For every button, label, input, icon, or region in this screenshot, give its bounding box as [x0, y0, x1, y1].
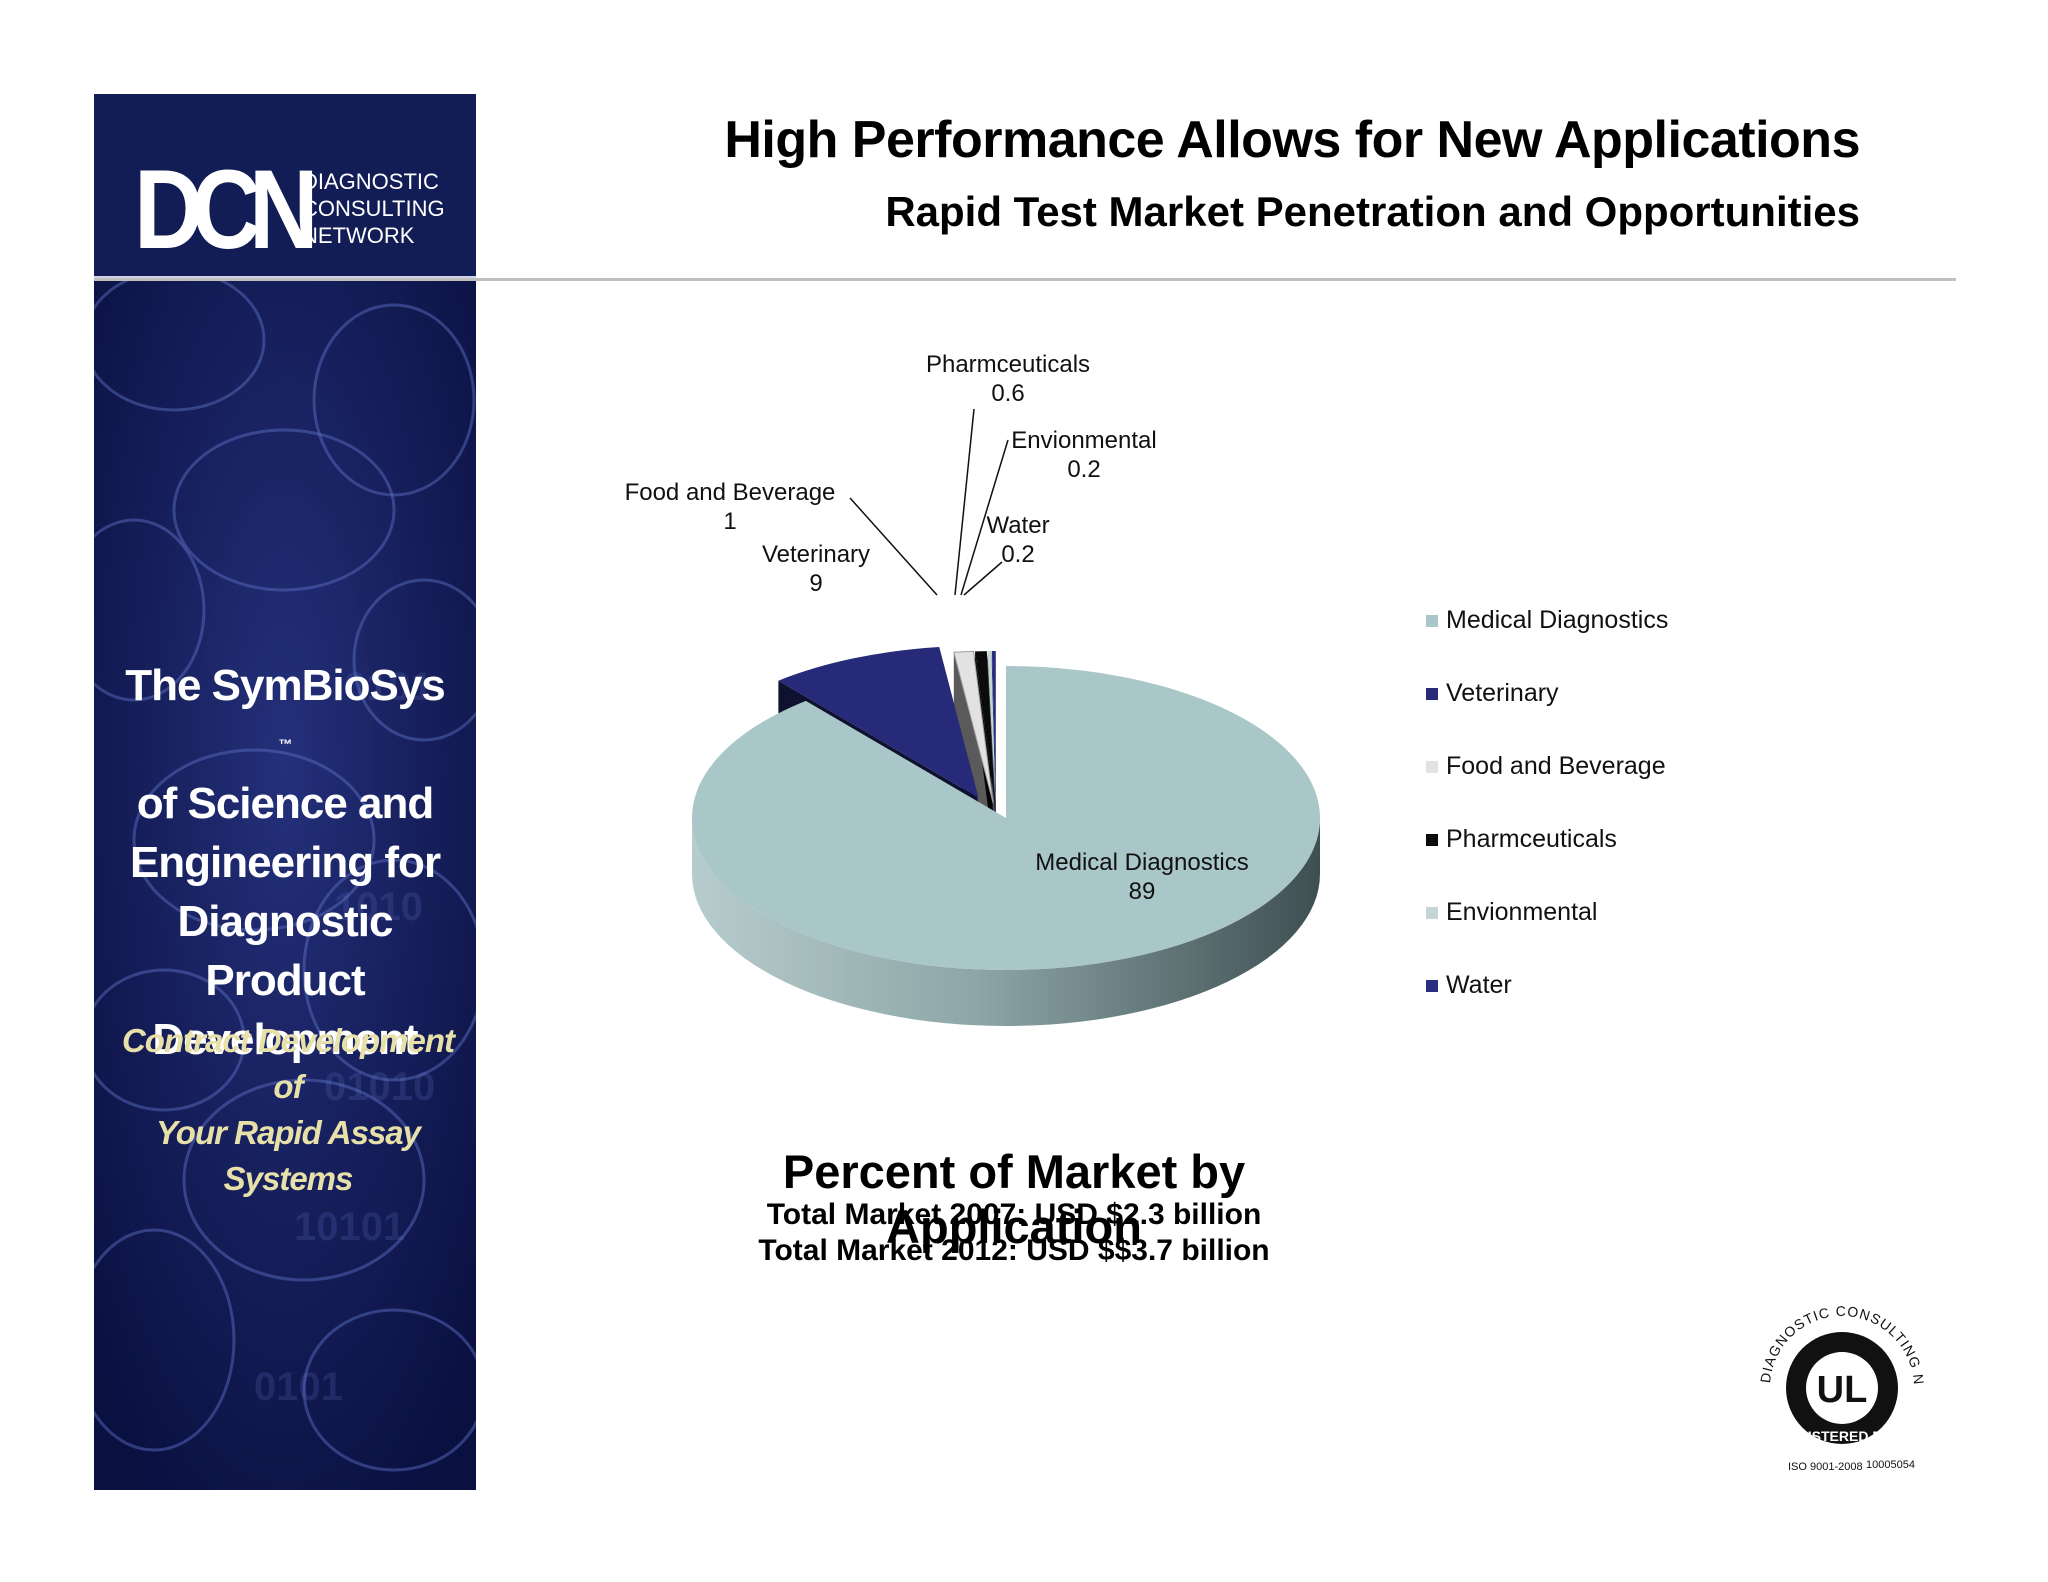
- legend-swatch: [1426, 907, 1438, 919]
- sidebar-tagline: The SymBioSys ™ of Science and Engineerin…: [94, 656, 476, 1069]
- pie-slice: [991, 651, 996, 804]
- legend-swatch: [1426, 688, 1438, 700]
- pie-slice: [778, 647, 979, 798]
- tagline-line: The SymBioSys ™: [94, 656, 476, 774]
- data-label-value: 0.6: [991, 380, 1024, 407]
- data-label-name: Medical Diagnostics: [1035, 849, 1248, 876]
- tagline-line: Engineering for: [129, 838, 441, 887]
- dcn-logo-words: DIAGNOSTIC CONSULTING NETWORK: [302, 168, 445, 249]
- tagline-line: Development: [152, 1015, 418, 1064]
- data-label-value: 0.2: [1001, 541, 1034, 568]
- header-divider: [94, 278, 1956, 281]
- logo-band: [94, 94, 476, 276]
- tagline-line: Diagnostic Product: [177, 897, 394, 1005]
- chart-caption-line: Total Market 2007: USD $2.3 billion: [766, 1198, 1262, 1231]
- contract-text: Contract Development of Your Rapid Assay…: [108, 1018, 468, 1202]
- legend-label: Medical Diagnostics: [1446, 606, 1669, 634]
- legend-swatch: [1426, 980, 1438, 992]
- legend-label: Food and Beverage: [1446, 752, 1666, 780]
- data-label-value: 1: [723, 508, 736, 535]
- seal-number: 10005054: [1866, 1459, 1915, 1471]
- chart-caption-title: Percent of Market by Application: [782, 1145, 1246, 1253]
- cell-background-art: 0101 1010 01010 10101 0101: [94, 280, 476, 1490]
- logo-word: NETWORK: [302, 223, 415, 248]
- sidebar-banner: 0101 1010 01010 10101 0101 DCN DIAGNOSTI…: [94, 94, 476, 1490]
- data-label-value: 89: [1129, 878, 1156, 905]
- page-subtitle: Rapid Test Market Penetration and Opport…: [885, 188, 1860, 235]
- label-leader-line: [960, 439, 1009, 596]
- logo-word: DIAGNOSTIC: [302, 169, 439, 194]
- svg-text:10101: 10101: [294, 1205, 405, 1249]
- label-leader-line: [849, 497, 938, 596]
- dcn-logo-mark: DCN: [134, 147, 319, 272]
- legend-swatch: [1426, 615, 1438, 627]
- label-leader-line: [954, 408, 975, 596]
- data-label-name: Envionmental: [1011, 427, 1156, 454]
- svg-text:01010: 01010: [324, 1065, 435, 1109]
- pie-slice-side: [692, 818, 1320, 1026]
- data-label-value: 9: [809, 570, 822, 597]
- logo-word: CONSULTING: [302, 196, 445, 221]
- label-leader-line: [963, 561, 1003, 596]
- svg-text:0101: 0101: [344, 665, 433, 709]
- legend-label: Veterinary: [1446, 679, 1559, 707]
- svg-text:1010: 1010: [334, 885, 423, 929]
- seal-iso: ISO 9001-2008: [1788, 1461, 1863, 1473]
- pie-slice: [974, 651, 995, 804]
- pie-slice: [953, 650, 994, 804]
- chart-caption-line: Total Market 2012: USD $$3.7 billion: [758, 1234, 1270, 1267]
- contract-line: Contract Development of: [121, 1022, 455, 1105]
- contract-line: Your Rapid Assay Systems: [156, 1114, 421, 1197]
- data-label-value: 0.2: [1067, 456, 1100, 483]
- pie-slice: [691, 666, 1320, 970]
- page-title: High Performance Allows for New Applicat…: [724, 111, 1860, 169]
- legend-label: Envionmental: [1446, 898, 1598, 926]
- data-label-name: Food and Beverage: [625, 479, 836, 506]
- tagline-line: of Science and: [136, 779, 435, 828]
- seal-ul-letters: UL: [1817, 1369, 1868, 1411]
- legend-swatch: [1426, 834, 1438, 846]
- data-label-name: Water: [986, 512, 1049, 539]
- svg-text:0101: 0101: [254, 1365, 343, 1409]
- legend-label: Water: [1446, 971, 1512, 999]
- pie-slice: [987, 651, 996, 804]
- seal-registered: REGISTERED FIRM: [1777, 1428, 1906, 1444]
- data-label-name: Veterinary: [762, 541, 870, 568]
- legend-label: Pharmceuticals: [1446, 825, 1617, 853]
- ul-registered-firm-seal: DIAGNOSTIC CONSULTING NETWORK UL REGISTE…: [1748, 1276, 1926, 1473]
- legend-swatch: [1426, 761, 1438, 773]
- data-label-name: Pharmceuticals: [926, 351, 1090, 378]
- trademark-sign: ™: [278, 736, 293, 752]
